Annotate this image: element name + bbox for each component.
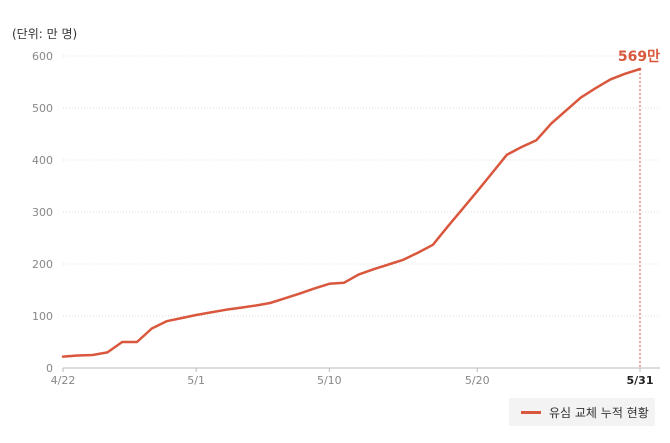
y-tick-label: 500 — [32, 102, 53, 115]
x-tick-label: 5/10 — [317, 374, 342, 387]
x-tick-label: 5/31 — [627, 374, 654, 387]
x-tick-label: 4/22 — [51, 374, 76, 387]
y-axis-ticks: 0 100 200 300 400 500 600 — [32, 50, 53, 375]
y-tick-label: 200 — [32, 258, 53, 271]
y-tick-label: 600 — [32, 50, 53, 63]
legend: 유심 교체 누적 현황 — [509, 398, 655, 426]
series-layer — [61, 67, 642, 358]
legend-label: 유심 교체 누적 현황 — [549, 405, 649, 420]
series-line — [61, 67, 642, 358]
end-value-label: 569만 — [618, 49, 660, 65]
unit-label: (단위: 만 명) — [12, 27, 77, 41]
x-tick-label: 5/20 — [465, 374, 490, 387]
annotation-layer: 569만 — [618, 49, 660, 368]
x-tick-label: 5/1 — [187, 374, 205, 387]
legend-swatch — [521, 410, 541, 414]
y-tick-label: 0 — [46, 362, 53, 375]
grid-lines — [63, 55, 660, 369]
y-tick-label: 300 — [32, 206, 53, 219]
y-tick-label: 400 — [32, 154, 53, 167]
x-axis-ticks: 4/22 5/1 5/10 5/20 5/31 — [51, 368, 654, 387]
y-tick-label: 100 — [32, 310, 53, 323]
